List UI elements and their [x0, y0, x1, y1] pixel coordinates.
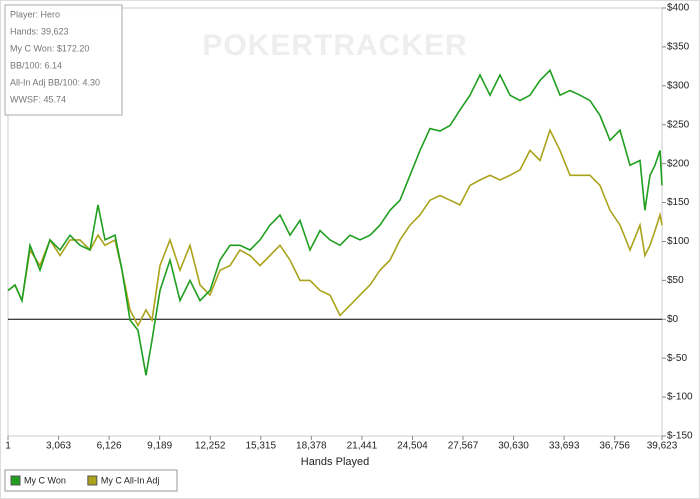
y-tick-label: $200	[667, 158, 690, 169]
x-tick-label: 39,623	[647, 441, 678, 452]
y-tick-label: $300	[667, 80, 690, 91]
info-box	[4, 4, 123, 116]
y-tick-label: $350	[667, 42, 690, 53]
y-tick-label: $-100	[667, 392, 693, 403]
x-tick-label: 24,504	[397, 441, 428, 452]
x-tick-label: 18,378	[296, 441, 327, 452]
y-tick-label: $250	[667, 119, 690, 130]
y-tick-label: $0	[667, 314, 679, 325]
y-tick-label: $100	[667, 236, 690, 247]
x-tick-label: 36,756	[599, 441, 630, 452]
x-tick-label: 30,630	[498, 441, 529, 452]
x-tick-label: 21,441	[347, 441, 378, 452]
watermark: POKERTRACKER	[202, 29, 467, 62]
x-tick-label: 12,252	[195, 441, 226, 452]
x-axis-label: Hands Played	[301, 456, 370, 468]
x-tick-label: 15,315	[245, 441, 276, 452]
x-tick-label: 9,189	[147, 441, 172, 452]
info-line: WWSF: 45.74	[10, 94, 66, 104]
info-line: BB/100: 6.14	[10, 60, 62, 70]
x-tick-label: 6,126	[97, 441, 122, 452]
info-line: Hands: 39,623	[10, 26, 69, 36]
legend-swatch	[87, 475, 98, 486]
series-line	[7, 128, 663, 328]
info-line: My C Won: $172.20	[10, 43, 89, 53]
x-tick-label: 27,567	[448, 441, 479, 452]
info-line: All-In Adj BB/100: 4.30	[10, 77, 100, 87]
y-tick-label: $400	[667, 3, 690, 14]
y-tick-label: $-50	[667, 353, 687, 364]
y-tick-label: $50	[667, 275, 684, 286]
info-line: Player: Hero	[10, 9, 60, 19]
y-tick-label: $-150	[667, 431, 693, 442]
legend-label: My C Won	[24, 475, 66, 485]
legend-label: My C All-In Adj	[101, 475, 160, 485]
x-tick-label: 1	[5, 441, 11, 452]
x-tick-label: 33,693	[549, 441, 580, 452]
x-tick-label: 3,063	[46, 441, 71, 452]
legend-swatch	[10, 475, 21, 486]
series-line	[7, 68, 663, 376]
y-tick-label: $150	[667, 197, 690, 208]
